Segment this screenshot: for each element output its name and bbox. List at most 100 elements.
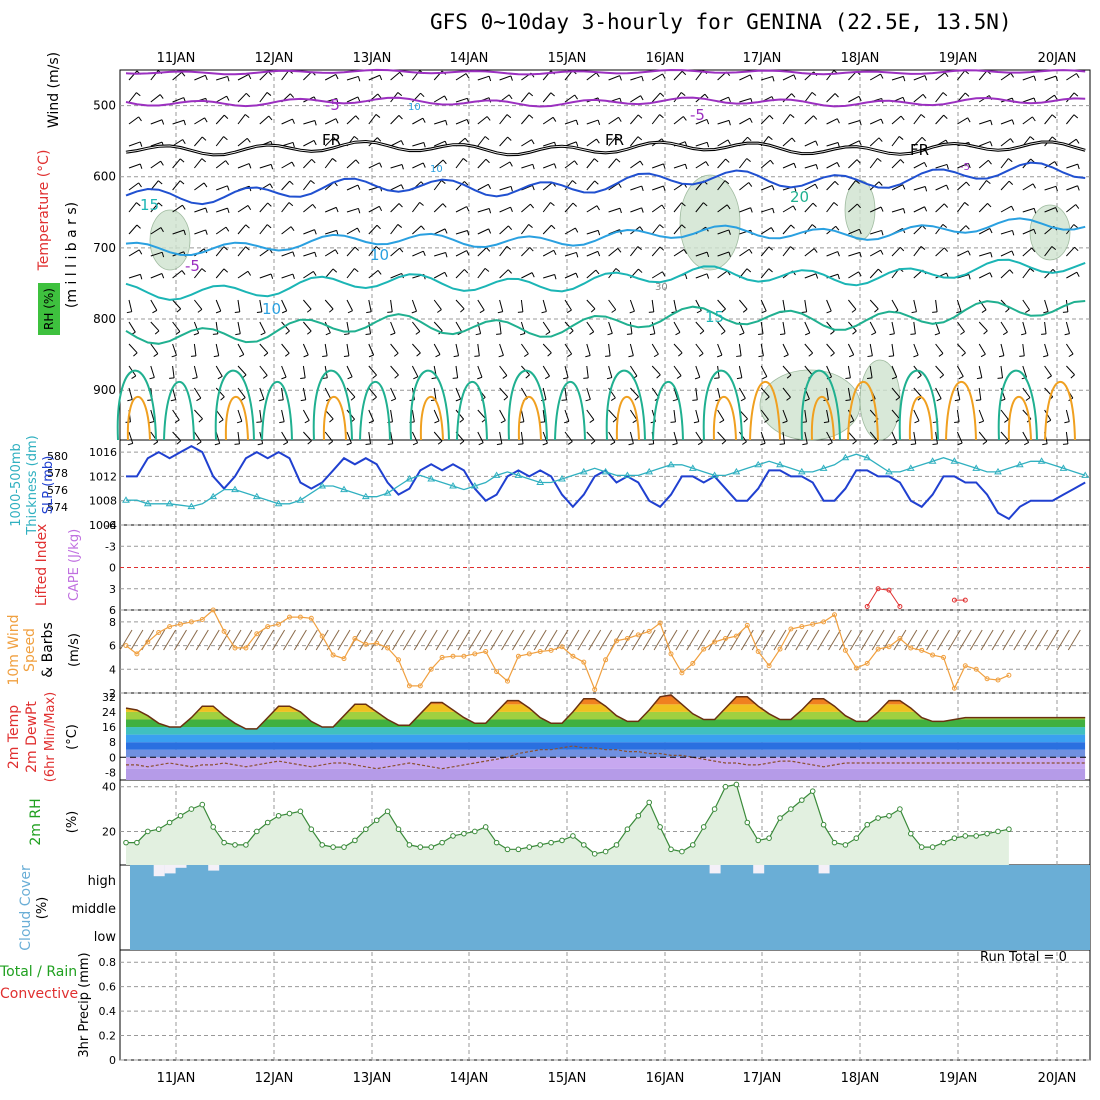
wind-barb-flag — [138, 249, 143, 255]
date-label-top: 18JAN — [841, 51, 880, 66]
wind-barb-flag — [503, 396, 509, 401]
wind-barb — [215, 268, 225, 279]
wind-barb — [978, 159, 989, 169]
rh2m-point — [526, 844, 533, 850]
wind-barb — [390, 343, 399, 354]
wind-barb-flag — [837, 142, 840, 148]
contour-20-lobe — [898, 369, 939, 441]
wind10-point — [777, 646, 783, 652]
wind-barb — [325, 229, 337, 235]
thickness-marker — [994, 467, 1002, 475]
wind-barb-flag — [703, 202, 708, 207]
rh2m-point — [995, 828, 1001, 835]
wind-barb-flag — [924, 186, 928, 192]
wind-barb — [215, 343, 220, 356]
wind-barb — [935, 114, 945, 125]
thickness-marker — [797, 467, 806, 475]
wind-barb-flag — [1052, 136, 1057, 141]
wind-barb-flag — [435, 354, 441, 358]
contour-label: 10 — [408, 102, 421, 113]
wind10-tick: 6 — [109, 640, 116, 653]
rh-patch — [149, 209, 191, 271]
wind-barb-flag — [1011, 230, 1015, 236]
wind-barb-flag — [541, 311, 547, 314]
wind-barb — [455, 269, 465, 279]
wind-barb-flag — [728, 229, 731, 235]
contour-lobe — [652, 380, 684, 441]
wind-barb-flag — [375, 114, 381, 118]
wind-barb-flag — [183, 230, 186, 236]
wind-barb-flag — [911, 311, 917, 314]
wind-barb — [782, 387, 791, 398]
wind-barb-flag — [681, 92, 686, 97]
wind-barb-flag — [486, 247, 491, 252]
wind-barb-flag — [641, 207, 644, 213]
wind-barb — [303, 299, 312, 310]
wind10-point — [1006, 672, 1012, 678]
wind-barb-flag — [136, 202, 141, 207]
wind-barb-flag — [610, 441, 616, 446]
rh2m-point — [548, 839, 554, 846]
wind-barb-flag — [638, 268, 643, 273]
surface-wind-barb — [283, 629, 296, 651]
wind-barb-flag — [506, 114, 512, 119]
wind-barb-flag — [845, 399, 851, 402]
wind-barb-flag — [289, 180, 294, 185]
wind-barb — [564, 227, 576, 235]
precip-tick: 0.8 — [99, 956, 117, 969]
wind-barb — [935, 163, 948, 169]
wind-barb-flag — [902, 97, 906, 103]
wind-barb-flag — [149, 421, 155, 424]
temp-band — [126, 768, 1086, 780]
thickness-marker — [361, 492, 370, 500]
wind-barb — [521, 163, 533, 169]
cloud-gap — [175, 865, 187, 868]
wind-barb-flag — [510, 186, 513, 192]
wind-barb — [150, 365, 155, 378]
wind-barb — [651, 271, 663, 279]
contour-25-lobe — [517, 395, 542, 441]
wind-barb — [739, 299, 748, 310]
wind-barb-flag — [574, 227, 579, 233]
surface-wind-barb — [664, 629, 678, 651]
thickness-tick: 580 — [47, 450, 68, 463]
wind-barb — [782, 409, 788, 422]
rh2m-point — [951, 835, 958, 841]
wind-barb — [368, 162, 380, 169]
wind-barb-flag — [523, 353, 529, 357]
cloud-gap — [818, 865, 830, 874]
surface-wind-barb — [392, 629, 405, 651]
wind-barb-flag — [989, 228, 993, 234]
wind-barb-flag — [768, 268, 773, 273]
wind-barb — [564, 365, 569, 378]
wind-barb-flag — [343, 355, 349, 357]
wind10-point — [188, 619, 194, 625]
wind-barb-flag — [394, 374, 399, 379]
precip-axis-label: 3hr Precip (mm) — [77, 952, 92, 1057]
wind-barb-flag — [248, 74, 252, 80]
wind-barb — [172, 139, 183, 147]
wind-barb — [259, 202, 269, 213]
wind-barb — [717, 387, 721, 400]
wind-barb — [564, 272, 577, 279]
wind-barb-flag — [990, 252, 993, 258]
wind-barb — [390, 272, 402, 279]
rh2m-point — [166, 819, 173, 826]
wind-barb — [1022, 116, 1033, 125]
wind-barb-flag — [943, 247, 949, 252]
wind-barb — [259, 224, 268, 235]
wind-barb-flag — [506, 246, 512, 250]
wind-barb — [368, 74, 381, 81]
wind-barb-flag — [768, 246, 774, 251]
wind-barb — [869, 343, 873, 356]
wind-barb-flag — [705, 161, 709, 167]
wind-barb — [390, 184, 402, 191]
wind-barb — [717, 204, 728, 213]
wind-barb — [608, 158, 617, 169]
wind-barb-flag — [1033, 75, 1037, 81]
lifted-index-point — [962, 597, 968, 603]
wind-barb-flag — [989, 272, 993, 278]
wind-barb — [913, 206, 925, 213]
wind-barb — [913, 246, 922, 257]
cloud-unit-label: (%) — [35, 897, 50, 920]
